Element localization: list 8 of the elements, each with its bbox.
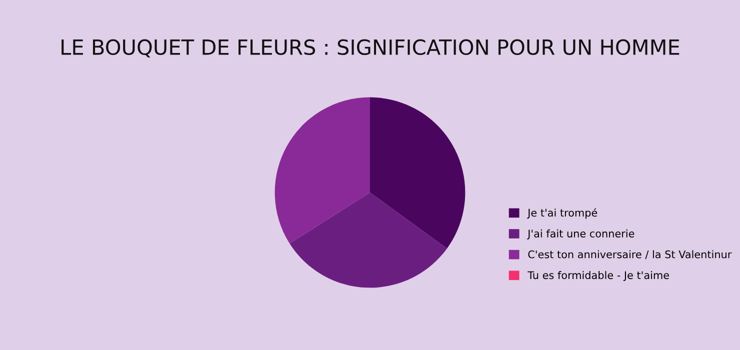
legend-label: J'ai fait une connerie	[527, 229, 634, 240]
legend-label: C'est ton anniversaire / la St Valentinur	[528, 250, 732, 260]
chart-title: LE BOUQUET DE FLEURS : SIGNIFICATION POUR UN HOMME	[62, 39, 680, 58]
legend-label: Tu es formidable - Je t'aime	[528, 271, 669, 282]
pie-slice	[290, 192, 448, 288]
pie-slice	[274, 97, 370, 244]
legend-label: Je t'ai trompé	[527, 208, 598, 219]
pie-slice	[370, 97, 466, 248]
